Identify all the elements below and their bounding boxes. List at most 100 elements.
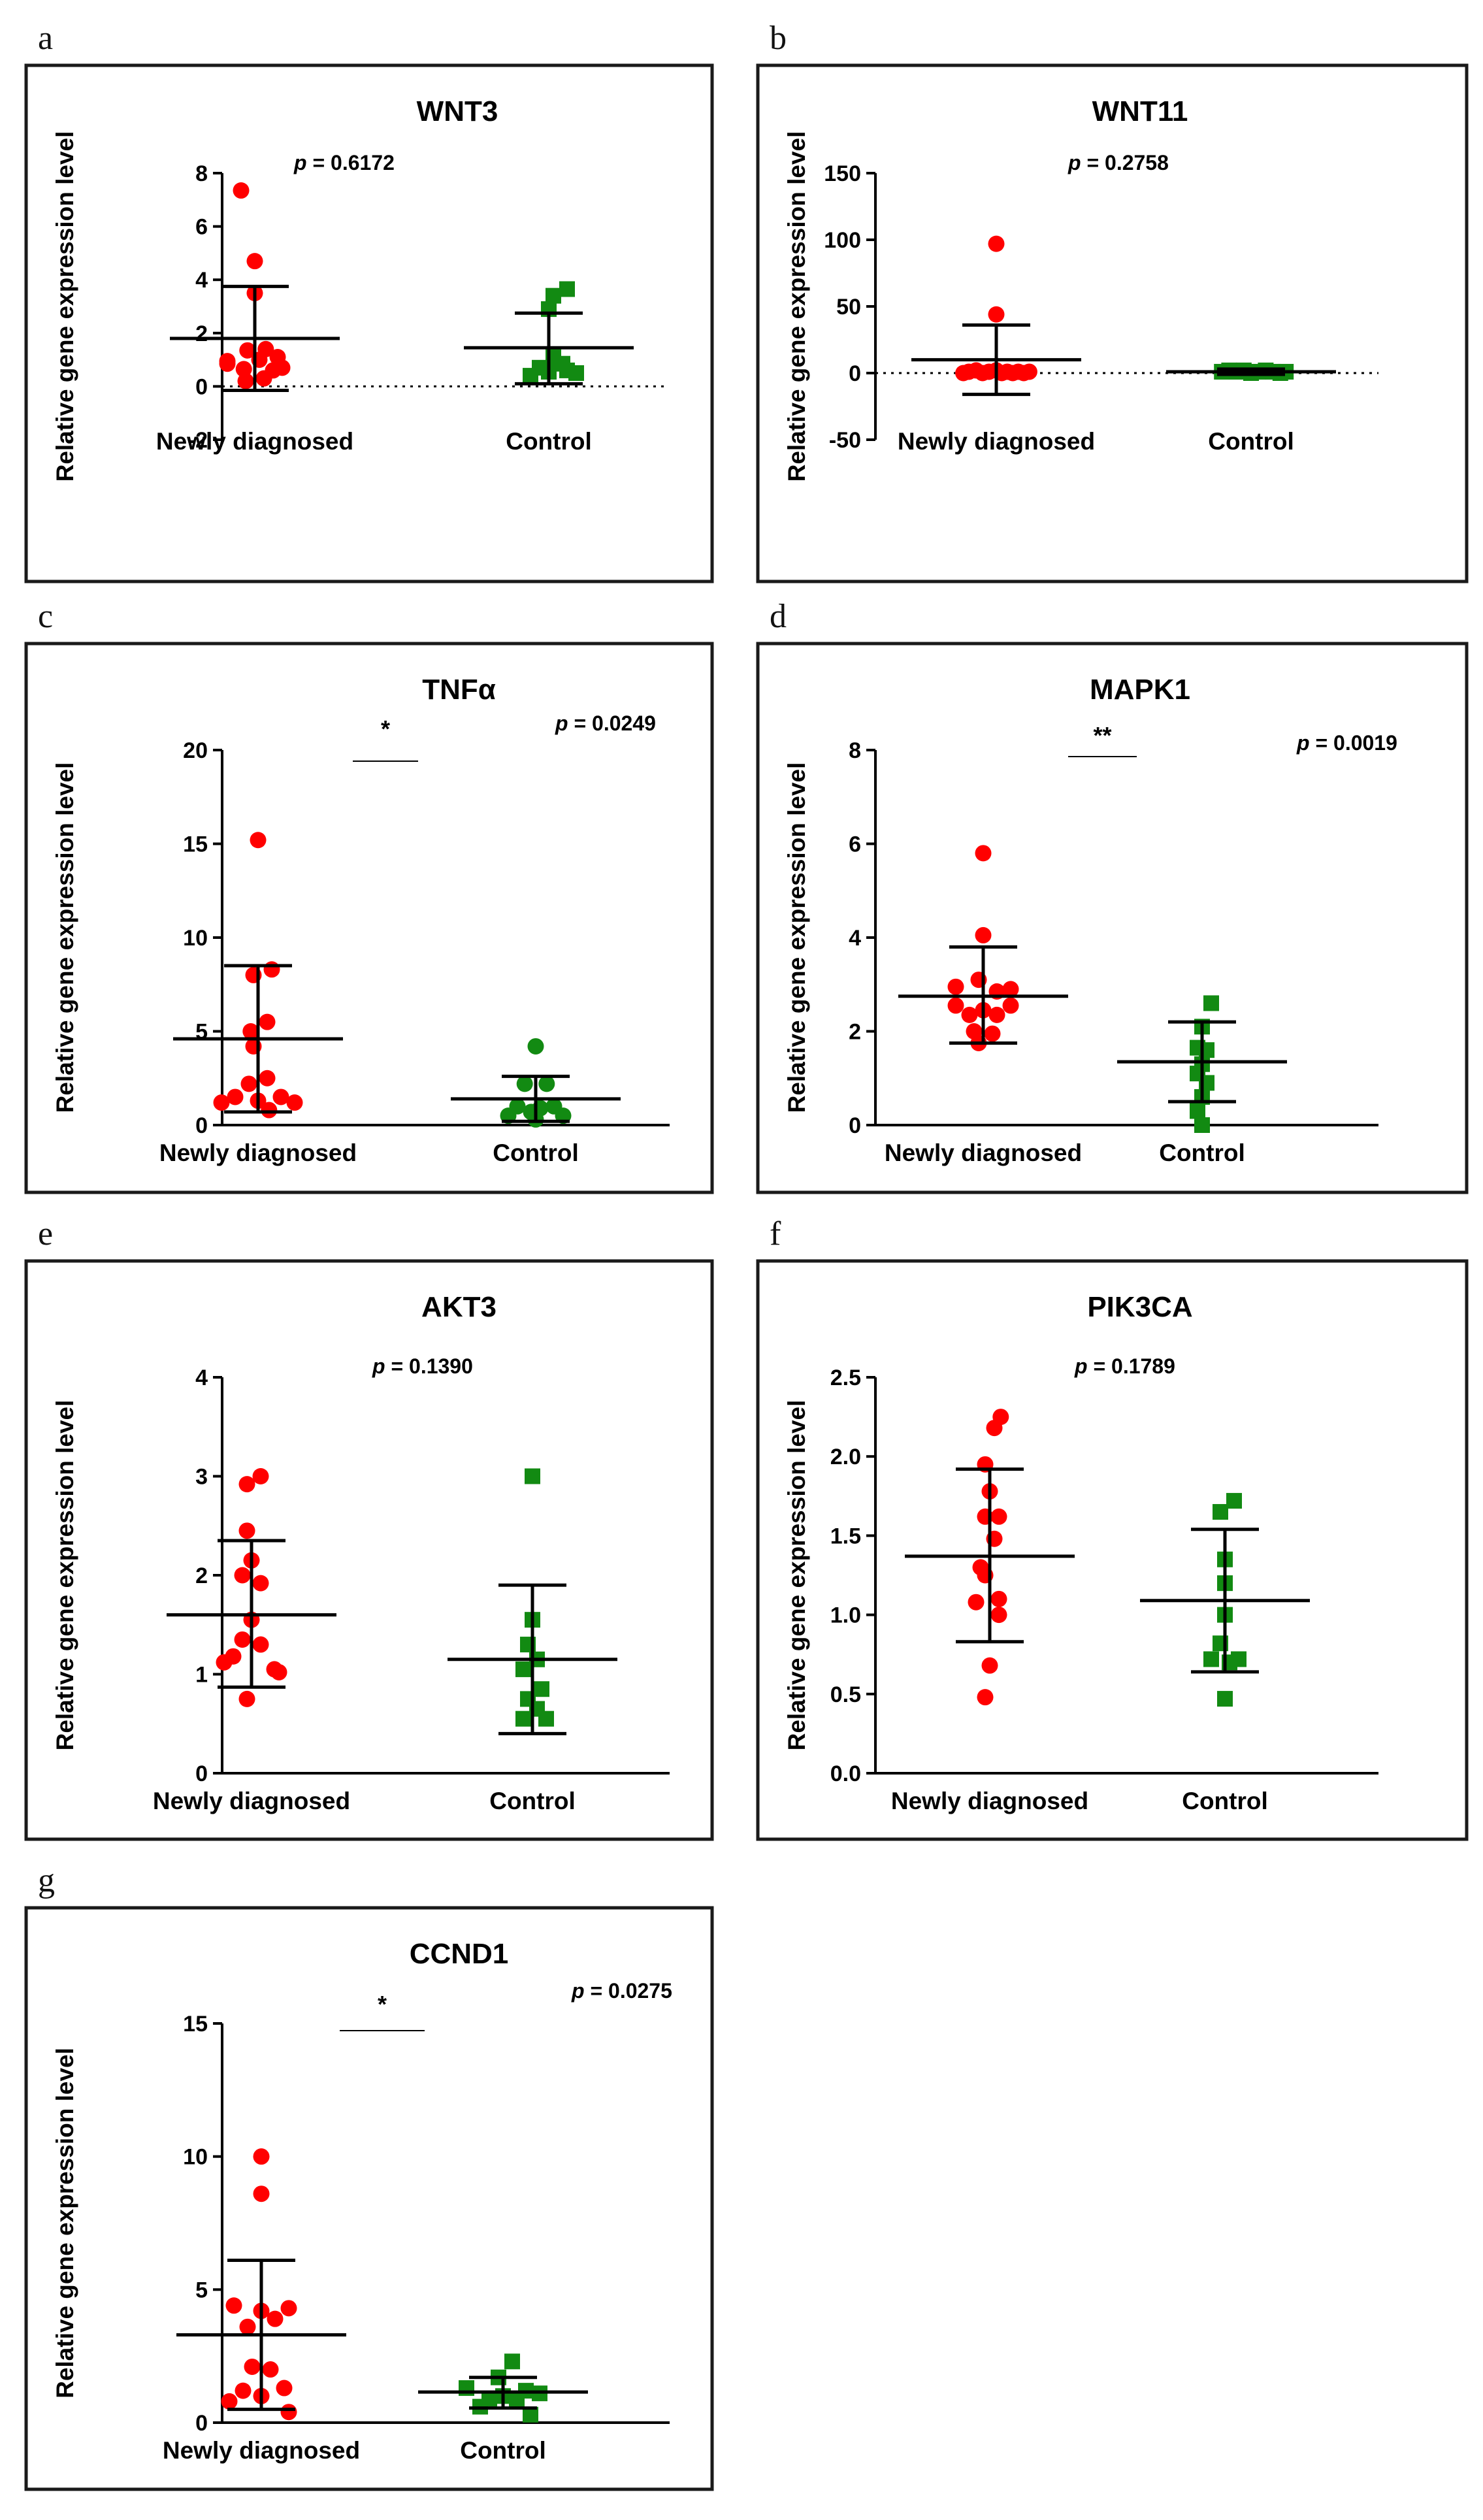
data-point-newly-diagnosed [272,1088,289,1105]
panel-frame [24,63,714,583]
data-point-newly-diagnosed [253,2148,270,2165]
x-category-label: Control [460,2437,546,2464]
y-axis-label: Relative gene expression level [52,131,78,482]
x-category-label: Newly diagnosed [156,428,353,455]
data-point-newly-diagnosed [261,1102,278,1119]
data-point-newly-diagnosed [1020,363,1037,380]
data-point-newly-diagnosed [984,1025,1001,1042]
data-point-newly-diagnosed [252,1468,269,1484]
data-point-newly-diagnosed [234,1631,251,1648]
y-axis-label: Relative gene expression level [783,1400,810,1751]
data-point-newly-diagnosed [239,342,256,359]
data-point-control [1190,1103,1205,1119]
chart-title: TNFα [422,674,496,706]
data-point-newly-diagnosed [253,2185,270,2202]
y-tick-label: -2 [188,428,208,453]
x-category-label: Newly diagnosed [153,1788,350,1814]
data-point-newly-diagnosed [961,1006,978,1023]
significance-stars: * [381,715,390,742]
data-point-newly-diagnosed [227,1088,244,1105]
y-tick-label: 50 [836,295,861,319]
data-point-control [515,1661,531,1677]
x-category-label: Newly diagnosed [891,1788,1088,1814]
data-point-newly-diagnosed [235,2382,252,2399]
panel-f: f PIK3CA Relative gene expression level 0.0… [756,1215,1469,1841]
panel-g: g CCND1 Relative gene expression level 0 5 10… [24,1862,714,2491]
data-point-newly-diagnosed [221,2393,238,2410]
x-category-label: Control [493,1139,579,1166]
p-value-label: p = 0.6172 [293,151,395,174]
data-point-newly-diagnosed [225,2297,242,2314]
data-point-newly-diagnosed [286,1094,303,1111]
y-axis-label: Relative gene expression level [783,131,810,482]
data-point-newly-diagnosed [238,1476,255,1493]
data-point-newly-diagnosed [252,1636,269,1653]
data-point-newly-diagnosed [233,182,250,199]
y-tick-label: 1 [195,1663,208,1688]
data-point-newly-diagnosed [213,1094,230,1111]
data-point-newly-diagnosed [252,1575,269,1592]
y-tick-label: 5 [195,1020,208,1045]
panel-letter: g [38,1862,55,1899]
y-tick-label: 150 [824,161,861,186]
p-value-label: p = 0.1789 [1074,1354,1175,1378]
y-axis-label: Relative gene expression level [52,762,78,1113]
y-axis-label: Relative gene expression level [52,1400,78,1751]
data-point-newly-diagnosed [280,2300,297,2317]
y-axis-label: Relative gene expression level [52,2048,78,2398]
data-point-control [1213,1504,1228,1520]
data-point-newly-diagnosed [262,2361,279,2378]
x-category-label: Newly diagnosed [885,1139,1082,1166]
x-category-label: Control [1159,1139,1245,1166]
data-point-control [559,281,575,297]
y-tick-label: 1.0 [830,1603,861,1628]
data-point-newly-diagnosed [259,1013,276,1030]
p-value-label: p = 0.0249 [555,712,656,735]
data-point-newly-diagnosed [280,2404,297,2421]
y-tick-label: 2.0 [830,1445,861,1469]
data-point-control [538,1075,555,1092]
y-tick-label: 20 [183,738,208,763]
data-point-newly-diagnosed [225,1648,242,1665]
data-point-control [525,1468,540,1484]
y-tick-label: 0 [195,374,208,399]
y-tick-label: 2 [195,321,208,346]
data-point-newly-diagnosed [988,1006,1005,1023]
chart-title: WNT3 [417,95,498,127]
x-category-label: Control [1182,1788,1268,1814]
y-tick-label: 4 [195,268,208,293]
data-point-newly-diagnosed [255,370,272,387]
panel-frame [24,642,714,1194]
data-point-newly-diagnosed [244,2358,261,2375]
x-category-label: Newly diagnosed [163,2437,360,2464]
x-category-label: Newly diagnosed [898,428,1095,455]
y-tick-label: 15 [183,832,208,857]
panel-letter: f [770,1215,781,1252]
data-point-newly-diagnosed [981,1657,998,1674]
chart-title: AKT3 [421,1291,497,1323]
data-point-newly-diagnosed [977,1689,994,1706]
data-point-newly-diagnosed [990,1607,1007,1624]
data-point-newly-diagnosed [990,1508,1007,1525]
data-point-newly-diagnosed [975,845,992,862]
data-point-newly-diagnosed [240,1075,257,1092]
data-point-newly-diagnosed [990,1590,1007,1607]
x-category-label: Control [1208,428,1294,455]
x-category-label: Control [489,1788,576,1814]
y-tick-label: 6 [849,832,861,857]
significance-stars: * [378,1991,387,2018]
panel-letter: b [770,20,787,57]
y-tick-label: 2.5 [830,1366,861,1390]
panel-e: e AKT3 Relative gene expression level 0 1 2 3 4… [24,1215,714,1841]
data-point-newly-diagnosed [237,372,254,389]
data-point-newly-diagnosed [234,1567,251,1584]
y-tick-label: 6 [195,215,208,240]
chart-title: CCND1 [410,1938,509,1970]
y-tick-label: 8 [195,161,208,186]
data-point-newly-diagnosed [947,997,964,1014]
y-tick-label: 2 [849,1020,861,1045]
data-point-newly-diagnosed [250,832,267,849]
panel-letter: c [38,598,53,635]
y-tick-label: 4 [849,926,861,951]
